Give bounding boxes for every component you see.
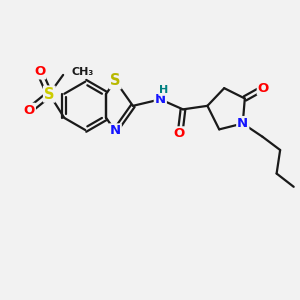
Text: O: O: [173, 127, 184, 140]
Text: O: O: [34, 65, 45, 79]
Text: O: O: [24, 104, 35, 117]
Text: S: S: [110, 73, 121, 88]
Text: N: N: [110, 124, 121, 137]
Text: N: N: [155, 93, 166, 106]
Text: H: H: [159, 85, 169, 95]
Text: N: N: [237, 117, 248, 130]
Text: O: O: [258, 82, 269, 95]
Text: S: S: [44, 87, 55, 102]
Text: CH₃: CH₃: [71, 67, 94, 77]
